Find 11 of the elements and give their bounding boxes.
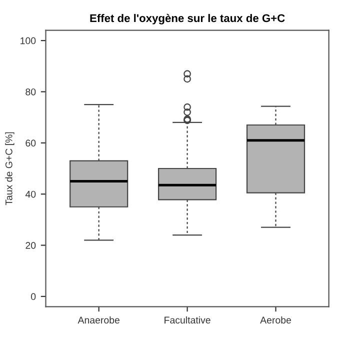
y-tick-label: 80 — [26, 88, 36, 96]
chart-title: Effet de l'oxygène sur le taux de G+C — [90, 14, 285, 24]
y-tick-label: 0 — [31, 293, 36, 300]
x-tick-label: Aerobe — [260, 316, 291, 324]
y-tick-label: 20 — [26, 242, 36, 249]
y-tick-label: 40 — [25, 190, 36, 198]
y-axis-title: Taux de G+C [%] — [5, 132, 14, 206]
x-tick-label: Facultative — [164, 316, 210, 324]
y-tick-label: 60 — [26, 140, 36, 147]
x-tick-label: Anaerobe — [78, 316, 120, 324]
y-tick-label: 100 — [20, 37, 36, 44]
